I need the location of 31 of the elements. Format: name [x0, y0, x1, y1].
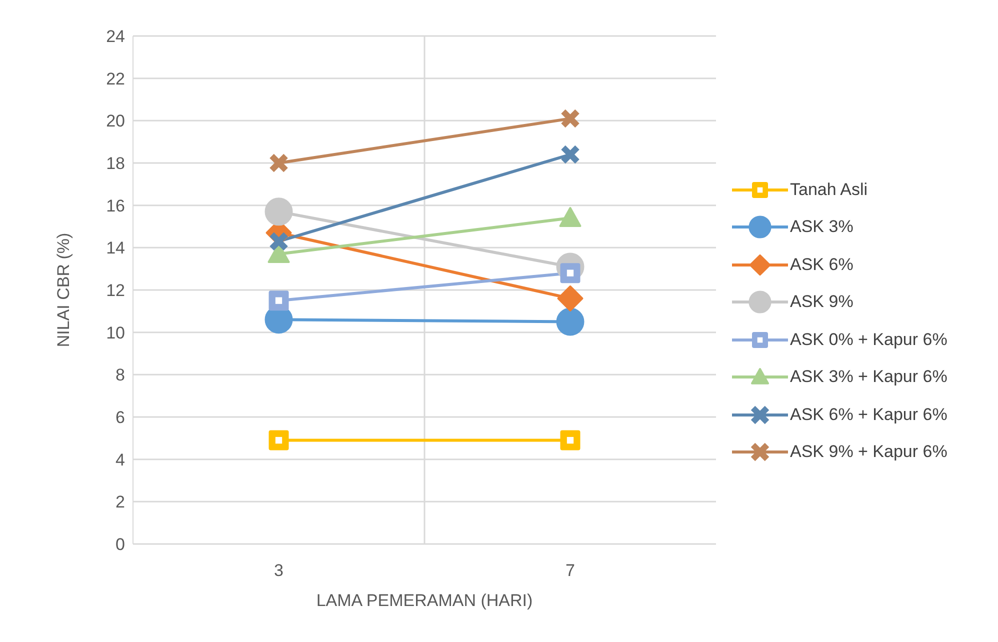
point [560, 430, 580, 450]
legend-label: Tanah Asli [790, 180, 868, 200]
y-axis-title: NILAI CBR (%) [54, 232, 74, 348]
y-tick-label: 18 [106, 154, 125, 174]
legend-label: ASK 3% [790, 217, 854, 238]
x-tick-label: 3 [274, 561, 284, 580]
legend-label: ASK 0% + Kapur 6% [790, 330, 948, 350]
y-tick-label: 0 [116, 535, 125, 554]
legend-label: ASK 6% [790, 254, 854, 275]
x-axis-title: LAMA PEMERAMAN (HARI) [316, 591, 533, 610]
y-tick-label: 22 [106, 69, 125, 88]
legend-label: ASK 6% + Kapur 6% [790, 404, 948, 425]
point [556, 308, 584, 336]
legend-label: ASK 9% [790, 292, 854, 312]
y-tick-label: 16 [106, 196, 125, 216]
point [268, 430, 289, 450]
legend-label: ASK 3% + Kapur 6% [790, 367, 948, 388]
legend-label: ASK 9% + Kapur 6% [790, 442, 948, 462]
y-tick-label: 12 [106, 281, 125, 300]
point [268, 290, 289, 311]
y-tick-label: 2 [116, 492, 125, 512]
y-tick-label: 24 [106, 27, 125, 46]
y-tick-label: 4 [116, 450, 125, 470]
y-tick-label: 10 [106, 323, 125, 342]
y-tick-label: 6 [116, 408, 125, 428]
point [557, 285, 584, 312]
y-tick-label: 14 [106, 238, 125, 258]
y-tick-label: 20 [106, 112, 125, 131]
x-tick-label: 7 [566, 561, 575, 580]
y-tick-label: 8 [116, 366, 125, 385]
point [264, 198, 293, 226]
